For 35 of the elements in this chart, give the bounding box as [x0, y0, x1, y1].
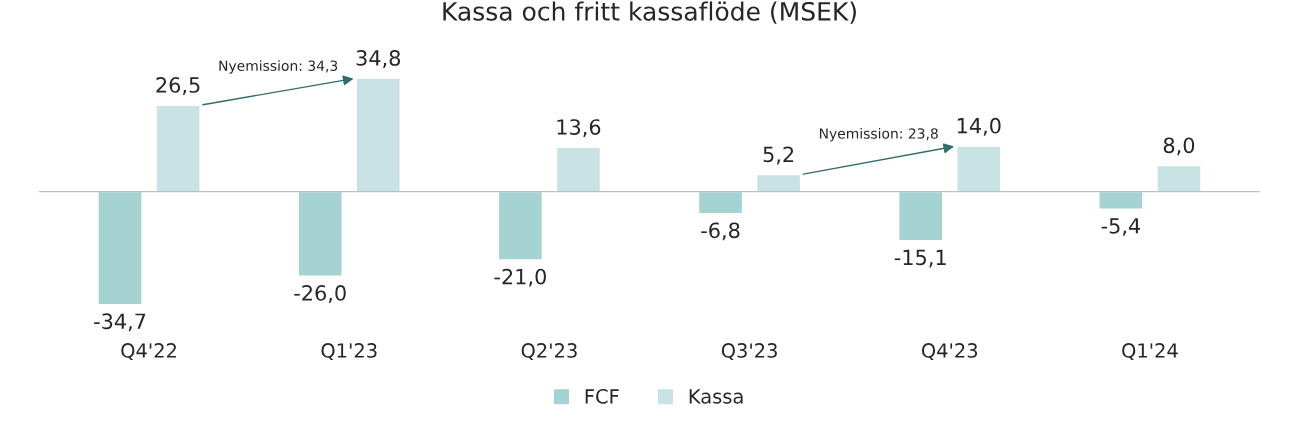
bar — [1156, 164, 1202, 193]
bar — [297, 190, 343, 278]
legend-label: Kassa — [689, 389, 743, 404]
data-label: -34,7 — [94, 313, 146, 332]
x-tick-label: Q4'23 — [921, 343, 978, 361]
x-tick-label: Q1'23 — [321, 343, 377, 361]
data-label: -21,0 — [494, 268, 546, 287]
x-tick-label: Q2'23 — [521, 343, 577, 361]
data-label: -6,8 — [701, 222, 740, 241]
bar — [97, 190, 143, 306]
legend-label: FCF — [585, 389, 619, 404]
data-label: 13,6 — [557, 119, 601, 138]
data-label: -15,1 — [894, 249, 946, 268]
bar — [555, 146, 602, 193]
x-tick-label: Q1'24 — [1122, 343, 1178, 361]
bar — [755, 173, 802, 193]
bar — [155, 104, 201, 193]
data-label: 8,0 — [1163, 137, 1195, 156]
bar — [956, 145, 1002, 193]
data-label: 14,0 — [957, 117, 1001, 136]
x-tick-label: Q4'22 — [121, 343, 176, 361]
bar — [497, 190, 544, 261]
bar — [697, 190, 744, 215]
x-tick-label: Q3'23 — [721, 343, 777, 361]
data-label: 26,5 — [156, 77, 200, 95]
bar — [355, 77, 401, 193]
text: Nyemission: 34,3 — [219, 60, 338, 74]
data-label: 5,2 — [763, 146, 794, 165]
data-label: -26,0 — [294, 285, 346, 303]
bar — [898, 190, 944, 242]
annotation: Nyemission: 23,8 — [819, 127, 938, 142]
chart-title: Kassa och fritt kassaflöde (MSEK) — [443, 1, 856, 24]
data-label: 34,8 — [356, 50, 401, 68]
data-label: -5,4 — [1101, 218, 1141, 236]
bar — [1098, 190, 1144, 210]
